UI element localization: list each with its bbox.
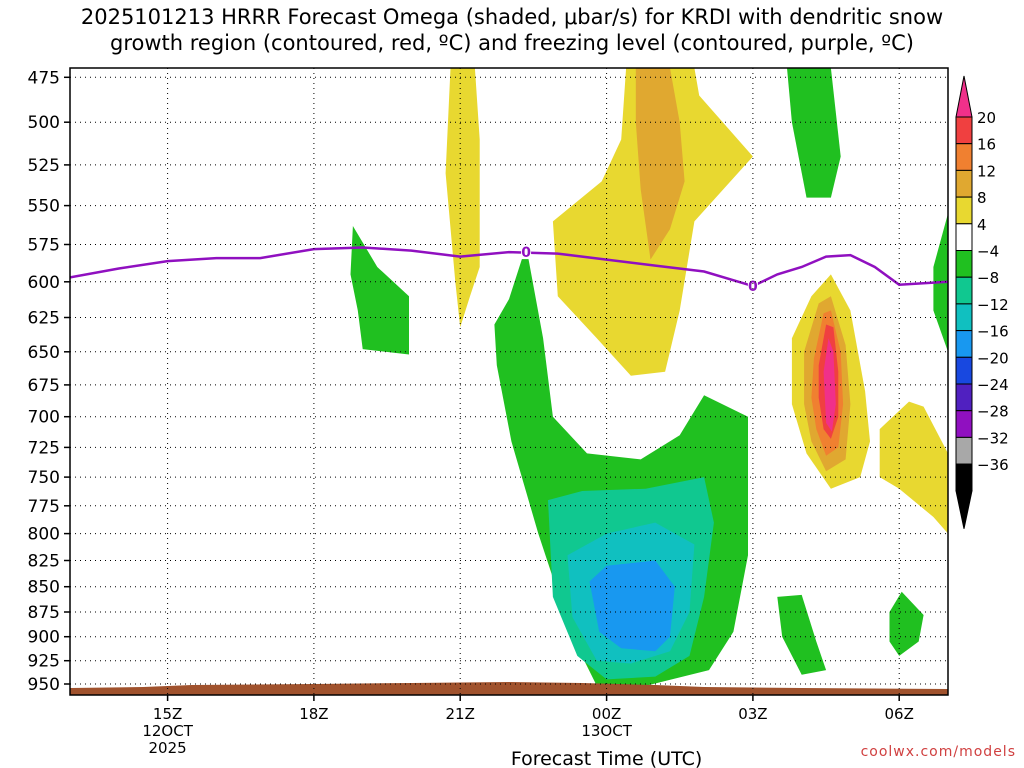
freezing-label-bg-1 [521, 245, 532, 260]
colorbar-segment-5 [955, 223, 973, 252]
colorbar-label-8: −12 [977, 296, 1009, 314]
y-tick-label-675: 675 [28, 376, 60, 396]
x-tick-label-24-2: 13OCT [581, 722, 632, 740]
y-tick-label-875: 875 [28, 603, 60, 623]
y-tick-label-775: 775 [28, 497, 60, 517]
colorbar-segment-6 [955, 250, 973, 278]
colorbar-label-12: −28 [977, 403, 1009, 421]
x-tick-label-21-1: 21Z [446, 705, 475, 723]
freezing-level-label-2: 0 [748, 279, 758, 295]
x-tick-label-18-1: 18Z [299, 705, 328, 723]
omega-region-9 [879, 401, 948, 534]
chart-title-line-1: 2025101213 HRRR Forecast Omega (shaded, … [80, 5, 944, 29]
colorbar-segment-8 [955, 303, 973, 332]
colorbar-segment-9 [955, 330, 973, 358]
colorbar-segment-3 [955, 169, 973, 198]
y-tick-label-600: 600 [28, 273, 60, 293]
y-tick-label-575: 575 [28, 236, 60, 256]
x-axis-label: Forecast Time (UTC) [511, 748, 702, 768]
y-tick-label-550: 550 [28, 197, 60, 217]
y-tick-label-825: 825 [28, 552, 60, 572]
colorbar-label-3: 12 [977, 162, 996, 180]
x-tick-label-24-1: 00Z [592, 705, 621, 723]
x-tick-label-27-1: 03Z [738, 705, 767, 723]
y-tick-label-475: 475 [28, 68, 60, 88]
colorbar-label-13: −32 [977, 429, 1009, 447]
y-tick-label-850: 850 [28, 578, 60, 598]
colorbar-label-11: −24 [977, 376, 1009, 394]
colorbar-label-9: −16 [977, 323, 1009, 341]
omega-region-17 [777, 594, 827, 675]
site-credit: coolwx.com/models [860, 744, 1016, 760]
plot-frame [69, 67, 949, 696]
chart-title-line-2: growth region (contoured, red, ºC) and f… [110, 31, 914, 55]
y-tick-label-800: 800 [28, 525, 60, 545]
colorbar-label-2: 16 [977, 136, 996, 154]
freezing-level-label-1: 0 [521, 245, 531, 261]
chart-title: 2025101213 HRRR Forecast Omega (shaded, … [0, 4, 1024, 56]
freezing-label-bg-2 [747, 279, 758, 294]
y-tick-label-500: 500 [28, 113, 60, 133]
y-axis: 475 500 525 550 575 600 625 650 675 700 725 750 775 8… [28, 68, 70, 695]
y-tick-label-525: 525 [28, 156, 60, 176]
colorbar-label-7: −8 [977, 269, 999, 287]
colorbar-label-4: 8 [977, 189, 987, 207]
omega-region-14 [589, 560, 675, 652]
y-tick-label-900: 900 [28, 628, 60, 648]
x-tick-label-30-1: 06Z [885, 705, 914, 723]
omega-region-3 [635, 68, 685, 260]
y-tick-label-950: 950 [28, 675, 60, 695]
omega-region-1 [445, 68, 480, 328]
omega-shading: 00 [70, 68, 948, 695]
colorbar-arrow-top [955, 75, 973, 118]
colorbar-segment-14 [955, 463, 973, 492]
colorbar-label-1: 20 [977, 109, 996, 127]
colorbar-segment-12 [955, 410, 973, 438]
colorbar-label-6: −4 [977, 243, 999, 261]
x-tick-label-15-2: 12OCT [142, 722, 193, 740]
colorbar-segment-13 [955, 436, 973, 465]
colorbar-arrow-bottom [955, 490, 973, 529]
omega-region-10 [350, 226, 409, 355]
colorbar-segment-1 [955, 116, 973, 145]
y-tick-label-700: 700 [28, 408, 60, 428]
colorbar-label-14: −36 [977, 456, 1009, 474]
y-tick-label-750: 750 [28, 468, 60, 488]
colorbar-segment-10 [955, 356, 973, 385]
colorbar-label-5: 4 [977, 216, 987, 234]
freezing-level-line [70, 246, 948, 288]
colorbar-segment-4 [955, 196, 973, 225]
omega-region-8 [823, 338, 836, 432]
omega-colorbar: 20 16 12 8 4 −4 −8 −12 −16 −20 −24 −28 −32 −36 [955, 75, 1009, 529]
colorbar-segment-2 [955, 143, 973, 171]
colorbar-segment-7 [955, 276, 973, 305]
colorbar-label-10: −20 [977, 349, 1009, 367]
x-tick-label-15-3: 2025 [149, 739, 187, 757]
y-tick-label-925: 925 [28, 652, 60, 672]
colorbar-segment-11 [955, 383, 973, 412]
y-tick-label-725: 725 [28, 438, 60, 458]
y-tick-label-625: 625 [28, 309, 60, 329]
y-tick-label-650: 650 [28, 343, 60, 363]
x-tick-label-15-1: 15Z [153, 705, 182, 723]
omega-region-18 [889, 591, 924, 656]
terrain-surface [70, 682, 948, 695]
